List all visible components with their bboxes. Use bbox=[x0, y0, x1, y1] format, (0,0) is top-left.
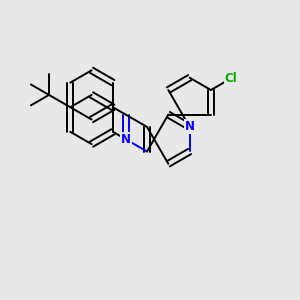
Text: N: N bbox=[121, 133, 131, 146]
Text: Cl: Cl bbox=[225, 72, 238, 85]
Text: N: N bbox=[121, 133, 131, 146]
Text: N: N bbox=[184, 120, 195, 134]
